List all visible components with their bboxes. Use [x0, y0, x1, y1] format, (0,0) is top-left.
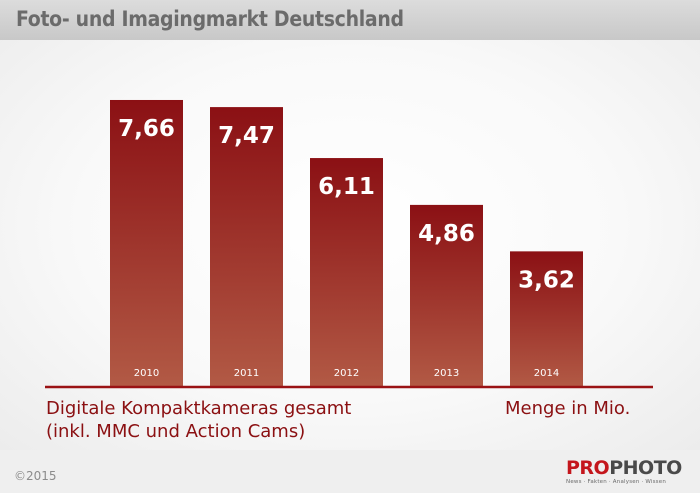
logo-pro-text: PRO: [566, 457, 610, 479]
bar-value-label: 4,86: [418, 221, 475, 247]
bar-2010: [110, 99, 183, 388]
bar-2014: [510, 251, 583, 387]
x-tick-label: 2011: [234, 368, 259, 379]
caption-line-2: (inkl. MMC und Action Cams): [46, 421, 306, 442]
unit-caption: Menge in Mio.: [505, 398, 631, 419]
bars-group: 7,66 2010 7,47 2011 6,11 2012 4,86 2013 3,62 2014: [110, 99, 583, 388]
x-tick-label: 2014: [534, 368, 559, 379]
bar-value-label: 6,11: [318, 174, 375, 200]
x-tick-label: 2010: [134, 368, 159, 379]
bar-value-label: 7,47: [218, 123, 275, 149]
chart-caption-left: Digitale Kompaktkameras gesamt (inkl. MM…: [46, 397, 351, 443]
x-tick-label: 2012: [334, 368, 359, 379]
x-tick-label: 2013: [434, 368, 459, 379]
bar-value-label: 7,66: [118, 116, 175, 142]
bar-value-label: 3,62: [518, 267, 575, 293]
logo-wordmark: PROPHOTO: [566, 458, 686, 478]
bar-2011: [210, 107, 283, 388]
header-bar: Foto- und Imagingmarkt Deutschland: [0, 0, 700, 40]
bar-2012: [310, 158, 383, 387]
bar-2013: [410, 204, 483, 387]
page-title: Foto- und Imagingmarkt Deutschland: [16, 7, 404, 31]
caption-line-1: Digitale Kompaktkameras gesamt: [46, 398, 352, 419]
logo-photo-text: PHOTO: [609, 457, 682, 479]
copyright-text: ©2015: [14, 469, 57, 483]
prophoto-logo: PROPHOTO News · Fakten · Analysen · Wiss…: [566, 458, 686, 490]
logo-tagline: News · Fakten · Analysen · Wissen: [566, 479, 667, 485]
